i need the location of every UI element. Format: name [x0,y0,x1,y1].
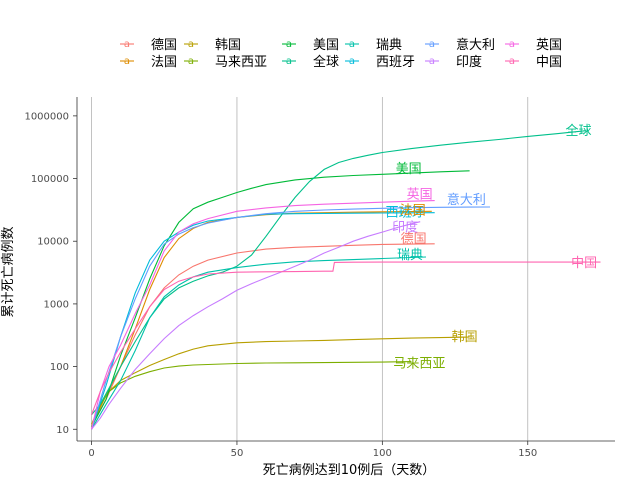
y-tick-label: 1000 [44,299,69,310]
x-tick-label: 50 [231,448,244,459]
series-label-中国: 中国 [571,256,597,271]
legend-key-glyph: a [349,39,355,50]
legend-label: 英国 [536,38,562,53]
legend-key-glyph: a [509,39,515,50]
series-line-印度 [91,221,421,430]
series-line-美国 [91,170,470,427]
legend-key-glyph: a [286,39,292,50]
series-label-英国: 英国 [407,188,433,203]
legend-key-glyph: a [188,39,194,50]
series-line-全球 [91,130,586,416]
x-tick-label: 0 [88,448,94,459]
legend-label: 印度 [456,54,482,70]
y-axis-title: 累计死亡病例数 [1,226,16,317]
y-tick-label: 100000 [31,174,69,185]
series-line-瑞典 [91,256,427,430]
legend-label: 法国 [151,55,177,70]
legend-key-glyph: a [286,56,292,67]
legend-label: 德国 [151,38,177,53]
series-line-英国 [90,200,435,430]
series-label-马来西亚: 马来西亚 [393,357,445,372]
series-label-瑞典: 瑞典 [397,248,423,263]
x-tick-label: 150 [518,448,537,459]
series-label-美国: 美国 [396,162,422,177]
series-label-德国: 德国 [401,232,427,247]
series-line-德国 [91,243,435,427]
legend-label: 马来西亚 [215,55,267,70]
y-tick-label: 1000000 [24,111,69,122]
legend-key-glyph: a [124,56,130,67]
series-line-韩国 [90,336,470,425]
x-axis-title: 死亡病例达到10例后（天数） [263,463,436,478]
legend-key-glyph: a [188,56,194,67]
legend-key-glyph: a [349,56,355,67]
series-line-意大利 [90,206,491,430]
y-tick-label: 100 [50,362,69,373]
series-line-中国 [90,261,601,415]
legend: a 德国 a 法国 a 韩国 a 马来西亚 a 美国 a 全球 a 瑞典 a 西班牙 a 意大利 a 印度 a 英国 a 中国 [120,37,562,70]
legend-label: 瑞典 [376,38,402,53]
legend-label: 意大利 [456,37,495,53]
series-lines [90,130,601,430]
legend-label: 韩国 [215,38,241,53]
axes: 0 50 100 150 10 100 1000 10000 100000 1000000 [24,97,615,459]
series-line-马来西亚 [90,361,412,430]
series-label-全球: 全球 [566,123,592,139]
legend-key-glyph: a [124,39,130,50]
legend-label: 美国 [313,38,339,53]
legend-key-glyph: a [509,56,515,67]
series-label-法国: 法国 [400,203,426,218]
y-tick-label: 10 [56,425,69,436]
legend-label: 西班牙 [376,55,415,70]
series-label-意大利: 意大利 [447,192,486,208]
y-tick-label: 10000 [37,237,69,248]
legend-key-glyph: a [429,56,435,67]
grid-lines [91,97,529,441]
series-line-西班牙 [90,212,435,430]
legend-label: 全球 [313,54,339,70]
series-label-西班牙: 西班牙 [386,206,425,221]
series-line-法国 [91,210,432,427]
x-tick-label: 100 [373,448,392,459]
series-label-韩国: 韩国 [452,330,478,345]
series-label-印度: 印度 [392,220,418,236]
legend-key-glyph: a [429,39,435,50]
legend-label: 中国 [536,55,562,70]
